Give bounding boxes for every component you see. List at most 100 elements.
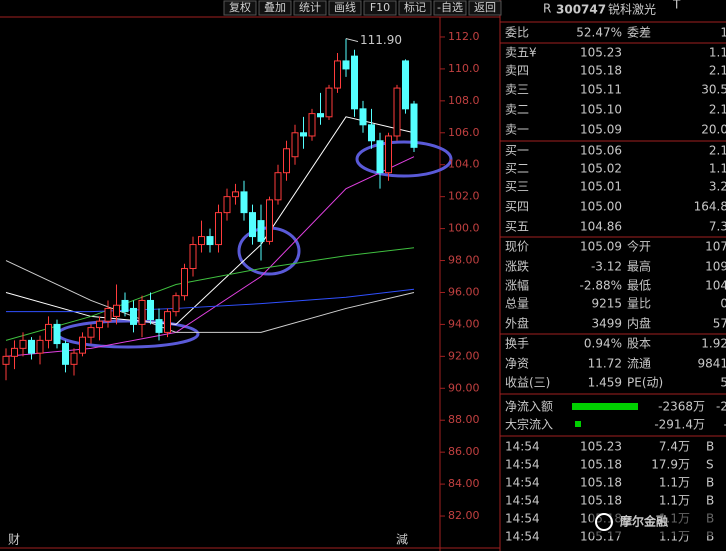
candle-body: [215, 212, 222, 246]
trade-time: 14:54: [505, 512, 540, 526]
y-tick-label: 94.00: [448, 317, 480, 330]
book-label: 买三: [505, 180, 529, 194]
toolbar-button[interactable]: [433, 0, 467, 16]
moving-average: [5, 260, 415, 333]
toolbar-button[interactable]: [223, 0, 257, 16]
y-tick-label: 92.00: [448, 349, 480, 362]
moving-average: [6, 288, 415, 313]
book-label: 买二: [505, 162, 529, 176]
candle-body: [232, 191, 239, 198]
candle-body: [181, 268, 188, 297]
watermark-icon: [595, 513, 613, 531]
candle-body: [240, 191, 248, 214]
y-tick-label: 106.0: [448, 126, 480, 139]
candle-body: [79, 336, 86, 354]
y-tick-label: 108.0: [448, 94, 480, 107]
toolbar-label[interactable]: -自选: [437, 1, 463, 14]
candle-body: [130, 307, 137, 325]
book-price: 105.09: [580, 123, 622, 137]
fin-value: 1.459: [588, 376, 622, 390]
bottom-label: 減: [396, 532, 408, 547]
candle-body: [223, 196, 231, 214]
stat-label: 总量: [505, 297, 529, 311]
fin-label: PE(动): [627, 376, 663, 390]
trade-side: B: [706, 494, 714, 508]
book-label: 卖四: [505, 64, 529, 78]
toolbar-label[interactable]: 统计: [299, 1, 321, 14]
stat-label: 最低: [627, 279, 651, 293]
book-volume: 164.8: [694, 200, 726, 214]
book-price: 105.23: [580, 46, 622, 60]
value: 52.47%: [576, 26, 622, 40]
stat-value: 105.09: [580, 240, 622, 254]
toolbar-button[interactable]: [258, 0, 292, 16]
trade-volume: 17.9万: [651, 458, 690, 472]
flow-label: 净流入额: [505, 400, 553, 414]
candle-body: [342, 60, 350, 70]
trade-time: 14:54: [505, 494, 540, 508]
flow-value: -: [724, 418, 726, 432]
bottom-label: 财: [8, 533, 20, 547]
trade-time: 14:54: [505, 476, 540, 490]
panel-dividers: [500, 21, 726, 437]
candle-body: [19, 339, 27, 349]
candle-body: [155, 319, 163, 333]
max-marker: [345, 38, 359, 43]
toolbar-label[interactable]: 标记: [404, 0, 426, 14]
book-volume: 20.0: [701, 123, 726, 137]
candle-body: [189, 244, 197, 270]
toolbar-button[interactable]: [293, 0, 327, 16]
flow-value: -2368万: [658, 400, 705, 414]
candle-body: [325, 87, 333, 118]
toolbar-label[interactable]: 画线: [334, 0, 356, 14]
toolbar-button[interactable]: [328, 0, 362, 16]
candle-body: [11, 347, 18, 357]
fin-value: 1.92: [701, 337, 726, 351]
fin-value: 9841: [697, 357, 726, 371]
book-volume: 3.2: [709, 180, 726, 194]
stat-label: 内盘: [627, 316, 651, 331]
stat-value: -2.88%: [580, 279, 622, 293]
candle-body: [334, 60, 341, 89]
fin-value: 5: [720, 376, 726, 390]
book-price: 105.01: [580, 180, 622, 194]
flow-bar: [572, 403, 638, 410]
toolbar-label[interactable]: 叠加: [264, 1, 286, 14]
trade-volume: 1.1万: [659, 476, 690, 490]
candle-body: [36, 339, 44, 354]
label: 委比: [505, 26, 529, 40]
fin-label: 流通: [627, 357, 651, 371]
trade-side: B: [706, 530, 714, 544]
candle-body: [266, 199, 273, 242]
candle-body: [291, 132, 299, 158]
y-tick-label: 84.00: [448, 477, 480, 490]
trade-time: 14:54: [505, 458, 540, 472]
candle-body: [87, 327, 95, 338]
candle-body: [53, 323, 61, 345]
candle-body: [359, 108, 367, 126]
y-tick-label: 112.0: [448, 30, 480, 43]
candle-body: [104, 307, 112, 322]
candle-body: [249, 212, 256, 238]
candle-body: [206, 236, 214, 246]
stat-value: 0: [720, 297, 726, 311]
toolbar-button[interactable]: [363, 0, 397, 16]
book-volume: 2.1: [709, 103, 726, 117]
toolbar-label[interactable]: F10: [370, 1, 390, 14]
stat-label: 量比: [627, 297, 651, 311]
stat-value: 3499: [591, 317, 622, 331]
book-volume: 7.3: [709, 220, 726, 234]
stat-value: 107: [705, 240, 726, 254]
book-price: 105.18: [580, 64, 622, 78]
moving-average: [5, 116, 415, 325]
toolbar-label[interactable]: 复权: [229, 0, 251, 14]
y-tick-label: 104.0: [448, 158, 480, 171]
toolbar-label[interactable]: 返回: [474, 1, 496, 14]
y-tick-label: 88.00: [448, 413, 480, 426]
candle-body: [376, 140, 384, 174]
toolbar-button[interactable]: [468, 0, 502, 16]
toolbar-button[interactable]: [398, 0, 432, 16]
stat-value: 109: [705, 260, 726, 274]
stat-label: 涨跌: [505, 259, 529, 274]
watermark: 摩尔金融: [620, 514, 668, 529]
